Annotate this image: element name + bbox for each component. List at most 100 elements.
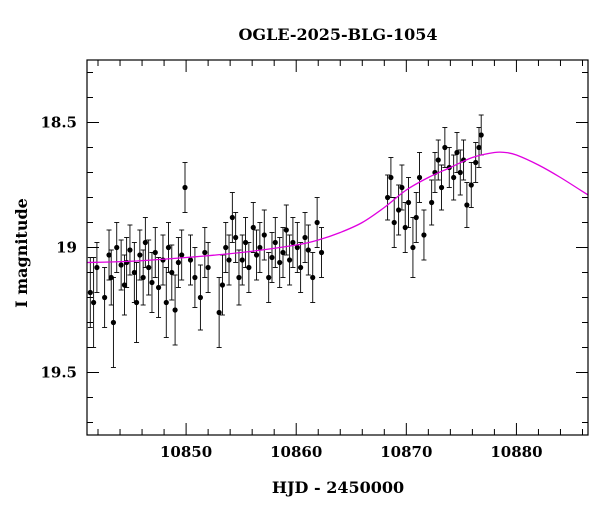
data-point [182,184,188,191]
model-curve [86,151,589,264]
data-point [202,249,208,256]
data-point [219,282,226,288]
data-point [478,132,484,138]
data-point [246,264,252,271]
data-point [266,274,272,281]
data-point [410,244,416,251]
data-point [226,257,232,263]
data-point [305,247,311,253]
data-point [250,224,256,231]
data-point [399,184,405,191]
data-point [442,144,448,151]
data-point [438,184,445,191]
data-point [239,257,245,263]
data-point [114,244,120,251]
data-point [236,274,242,281]
data-point [133,299,140,306]
data-point [280,249,286,256]
data-point [91,299,97,306]
data-point [457,169,463,176]
data-point [473,159,479,166]
x-tick-label: 10860 [270,443,322,461]
y-tick-label: 19.5 [40,364,77,382]
data-point [137,252,143,258]
data-point [405,199,412,206]
data-point [102,294,108,301]
data-point [290,239,296,246]
data-point [118,262,124,268]
data-point [87,289,93,296]
data-point [454,149,460,156]
data-point [229,214,235,221]
data-point [416,174,423,181]
data-point [205,264,211,271]
data-point [175,259,181,266]
data-point [163,299,169,306]
x-axis-label: HJD - 2450000 [272,478,404,497]
data-point [127,247,133,253]
data-point [110,319,117,326]
data-point [192,274,198,281]
data-point [257,244,263,251]
data-point [421,232,427,238]
data-point [396,207,402,213]
data-point [314,219,320,226]
data-point [269,254,275,261]
x-tick-label: 10850 [160,443,212,461]
data-point [310,274,316,281]
data-point [302,234,308,241]
data-point [318,249,325,256]
data-point [179,252,185,258]
data-point [223,244,229,251]
data-point [402,224,408,231]
data-point [108,274,114,281]
data-point [464,202,470,208]
data-point [451,174,457,181]
data-point [385,194,391,201]
chart-title: OGLE-2025-BLG-1054 [238,25,437,44]
data-point [391,219,397,226]
data-point [155,284,162,291]
y-tick-label: 18.5 [40,114,77,132]
data-point [140,274,146,281]
y-axis-label: I magnitude [12,198,31,308]
axis-ticks [87,60,588,435]
data-point [187,257,194,263]
data-point [272,239,278,246]
data-point [298,264,304,271]
tick-labels: 10850 10860 10870 10880 18.5 19 19.5 [40,114,542,462]
data-point [197,294,204,301]
x-tick-label: 10880 [490,443,542,461]
data-point [124,259,130,266]
x-tick-label: 10870 [380,443,432,461]
data-point [294,244,300,251]
data-point [94,264,100,271]
data-point [216,309,222,316]
data-point [233,234,239,241]
data-point [429,199,435,206]
plot-frame [86,59,589,436]
data-point [152,249,158,256]
data-point [242,239,249,246]
data-point [413,214,419,221]
data-point [283,227,289,233]
data-point [261,232,267,238]
data-point [435,157,441,163]
data-point [121,282,128,288]
data-point [476,144,482,151]
y-tick-label: 19 [56,239,77,257]
data-point [172,307,178,313]
data-point [149,279,155,286]
data-point [146,264,152,271]
data-point [253,252,260,258]
data-point [388,174,394,181]
data-point [165,244,172,251]
data-point [277,259,283,266]
data-point [106,252,112,258]
data-point [131,269,137,276]
data-point [169,269,175,276]
data-point [287,257,293,263]
data-point [142,239,148,246]
data-points [87,132,484,326]
